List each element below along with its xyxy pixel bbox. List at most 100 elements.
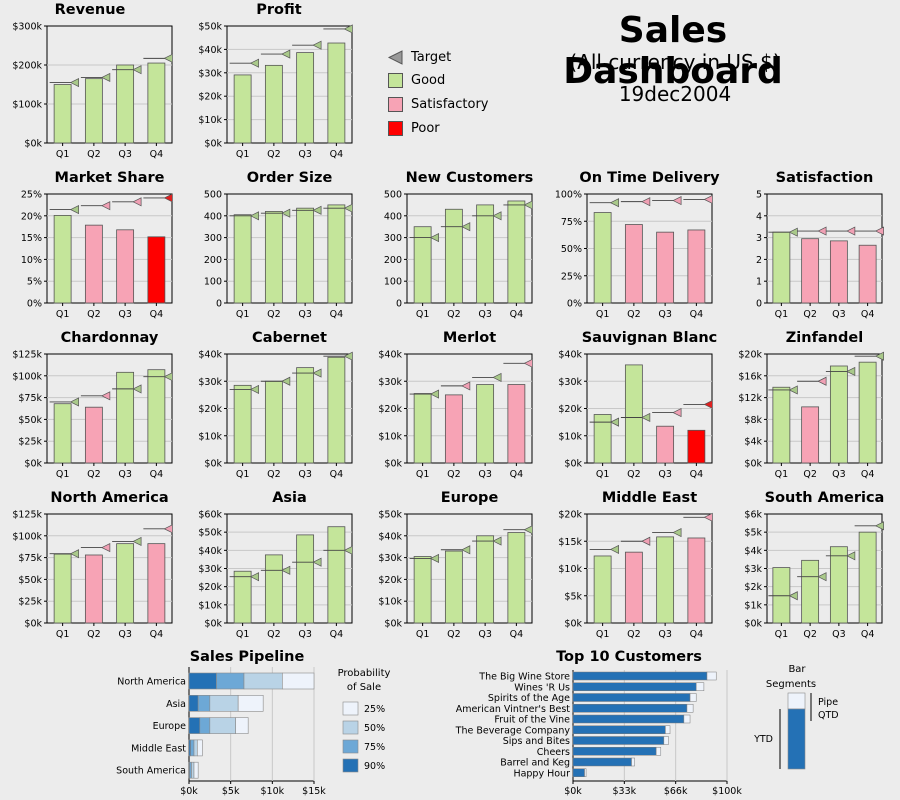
y-tick-label: 0%: [567, 299, 582, 310]
bar-q1: [233, 214, 252, 304]
x-tick-label: Q1: [775, 629, 789, 640]
bar-q2: [84, 224, 103, 304]
target-marker: [817, 376, 827, 386]
chart-on-time-delivery: On Time Delivery 0% 25% 50% 75% 100% Q1 Q2 Q3 Q4: [555, 170, 720, 320]
dashboard-date: 19dec2004: [618, 82, 732, 106]
y-tick-label: $10k: [378, 431, 402, 442]
target-marker: [343, 351, 353, 361]
chart-new-customers: New Customers 0 100 200 300 400 500 Q1 Q2 Q3 Q4: [384, 170, 533, 320]
legend-swatch-pipe: [787, 692, 806, 710]
y-tick-label: 100: [384, 277, 402, 288]
x-tick-label: Q3: [478, 469, 492, 480]
x-tick-label: Q4: [330, 149, 344, 160]
bar-segment-barrel-and-keg-qtd: [572, 757, 632, 767]
y-tick-label: $40k: [198, 546, 222, 557]
bar-segment-wines-r-us-qtd: [572, 682, 697, 691]
bar-q1: [53, 553, 72, 624]
chart-title: Zinfandel: [786, 330, 863, 346]
chart-europe: Europe $0k $10k $20k $30k $40k $50k Q1 Q2 Q3 Q4: [378, 490, 533, 640]
target-marker: [672, 195, 682, 206]
bar-q1: [413, 556, 432, 624]
x-tick-label: Q2: [627, 629, 641, 640]
x-tick-label: Q4: [690, 309, 704, 320]
target-marker: [874, 226, 884, 236]
chart-middle-east: Middle East $0k $5k $10k $15k $20k Q1 Q2 Q3 Q4: [558, 490, 713, 640]
target-marker: [874, 351, 884, 361]
x-tick-label: Q3: [832, 309, 846, 320]
x-tick-label: Q1: [236, 309, 250, 320]
y-tick-label: $0k: [744, 619, 762, 630]
bar-segment-happy-hour-qtd: [572, 768, 585, 777]
bar-q3: [656, 536, 675, 624]
bar-segment-asia-75: [197, 694, 211, 712]
bar-q1: [53, 403, 72, 464]
x-tick-label: Q3: [298, 309, 312, 320]
legend-good-label: Good: [411, 72, 446, 88]
y-category-label: Cheers: [537, 747, 570, 758]
y-tick-label: $10k: [378, 597, 402, 608]
bar-segment-american-vintner-s-best-pipe: [686, 704, 694, 713]
bar-q1: [233, 384, 252, 464]
y-tick-label: $50k: [198, 22, 222, 33]
y-tick-label: $30k: [198, 68, 222, 79]
x-tick-label: Q4: [690, 469, 704, 480]
x-tick-label: Q3: [832, 629, 846, 640]
bar-q2: [444, 394, 463, 464]
chart-cabernet: Cabernet $0k $10k $20k $30k $40k Q1 Q2 Q3 Q4: [198, 330, 353, 480]
y-tick-label: 0: [216, 299, 222, 310]
target-marker: [788, 227, 798, 237]
x-tick-label: Q2: [87, 309, 101, 320]
y-tick-label: 400: [384, 211, 402, 222]
y-tick-label: $12k: [738, 393, 762, 404]
y-tick-label: $30k: [198, 564, 222, 575]
bar-segment-europe-90: [188, 717, 201, 734]
y-tick-label: 200: [204, 255, 222, 266]
x-tick-label: $15k: [302, 786, 326, 797]
chart-profit: Profit $0k $10k $20k $30k $40k $50k Q1 Q2 Q3 Q4: [198, 2, 353, 160]
y-tick-label: $0k: [384, 619, 402, 630]
bar-q2: [264, 64, 283, 144]
bar-segment-asia-25: [237, 694, 264, 712]
y-tick-label: 50%: [561, 244, 582, 255]
target-marker: [788, 385, 798, 395]
bar-segment-spirits-of-the-age-pipe: [689, 693, 697, 702]
bar-segment-asia-90: [188, 694, 199, 712]
x-tick-label: $66k: [664, 786, 688, 797]
bar-q4: [327, 356, 346, 464]
target-marker: [312, 205, 322, 215]
bar-segment-the-beverage-company-qtd: [572, 725, 666, 734]
y-tick-label: $1k: [744, 600, 762, 611]
x-tick-label: Q2: [803, 309, 817, 320]
x-tick-label: Q1: [56, 149, 70, 160]
y-tick-label: $0k: [384, 459, 402, 470]
y-category-label: Middle East: [131, 743, 186, 754]
target-marker: [343, 203, 353, 213]
bar-q1: [593, 555, 612, 624]
target-marker: [429, 233, 439, 243]
target-marker: [281, 376, 291, 386]
bar-q2: [264, 554, 283, 624]
target-marker: [312, 40, 322, 50]
bar-segment-europe-75: [199, 717, 211, 734]
target-marker: [249, 572, 259, 582]
target-marker: [429, 389, 439, 399]
legend-good: Good: [388, 70, 445, 90]
bar-q4: [327, 526, 346, 624]
bar-q1: [233, 570, 252, 624]
target-marker: [132, 197, 142, 207]
x-tick-label: $0k: [564, 786, 582, 797]
chart-title: North America: [50, 490, 168, 506]
chart-title: Order Size: [247, 170, 333, 186]
y-tick-label: $50k: [18, 575, 42, 586]
y-tick-label: $0k: [24, 459, 42, 470]
target-marker: [163, 53, 173, 63]
target-marker: [461, 381, 471, 391]
chart-title: Satisfaction: [776, 170, 874, 186]
dashboard-title: Sales Dashboard: [563, 10, 783, 92]
y-tick-label: $0k: [204, 139, 222, 150]
y-category-label: South America: [116, 766, 186, 777]
x-tick-label: Q4: [510, 309, 524, 320]
bar-segment-south-america-25: [193, 761, 199, 779]
bar-segment-europe-25: [235, 717, 249, 734]
chart-market-share: Market Share 0% 5% 10% 15% 20% 25% Q1 Q2 Q3 Q4: [21, 170, 173, 320]
